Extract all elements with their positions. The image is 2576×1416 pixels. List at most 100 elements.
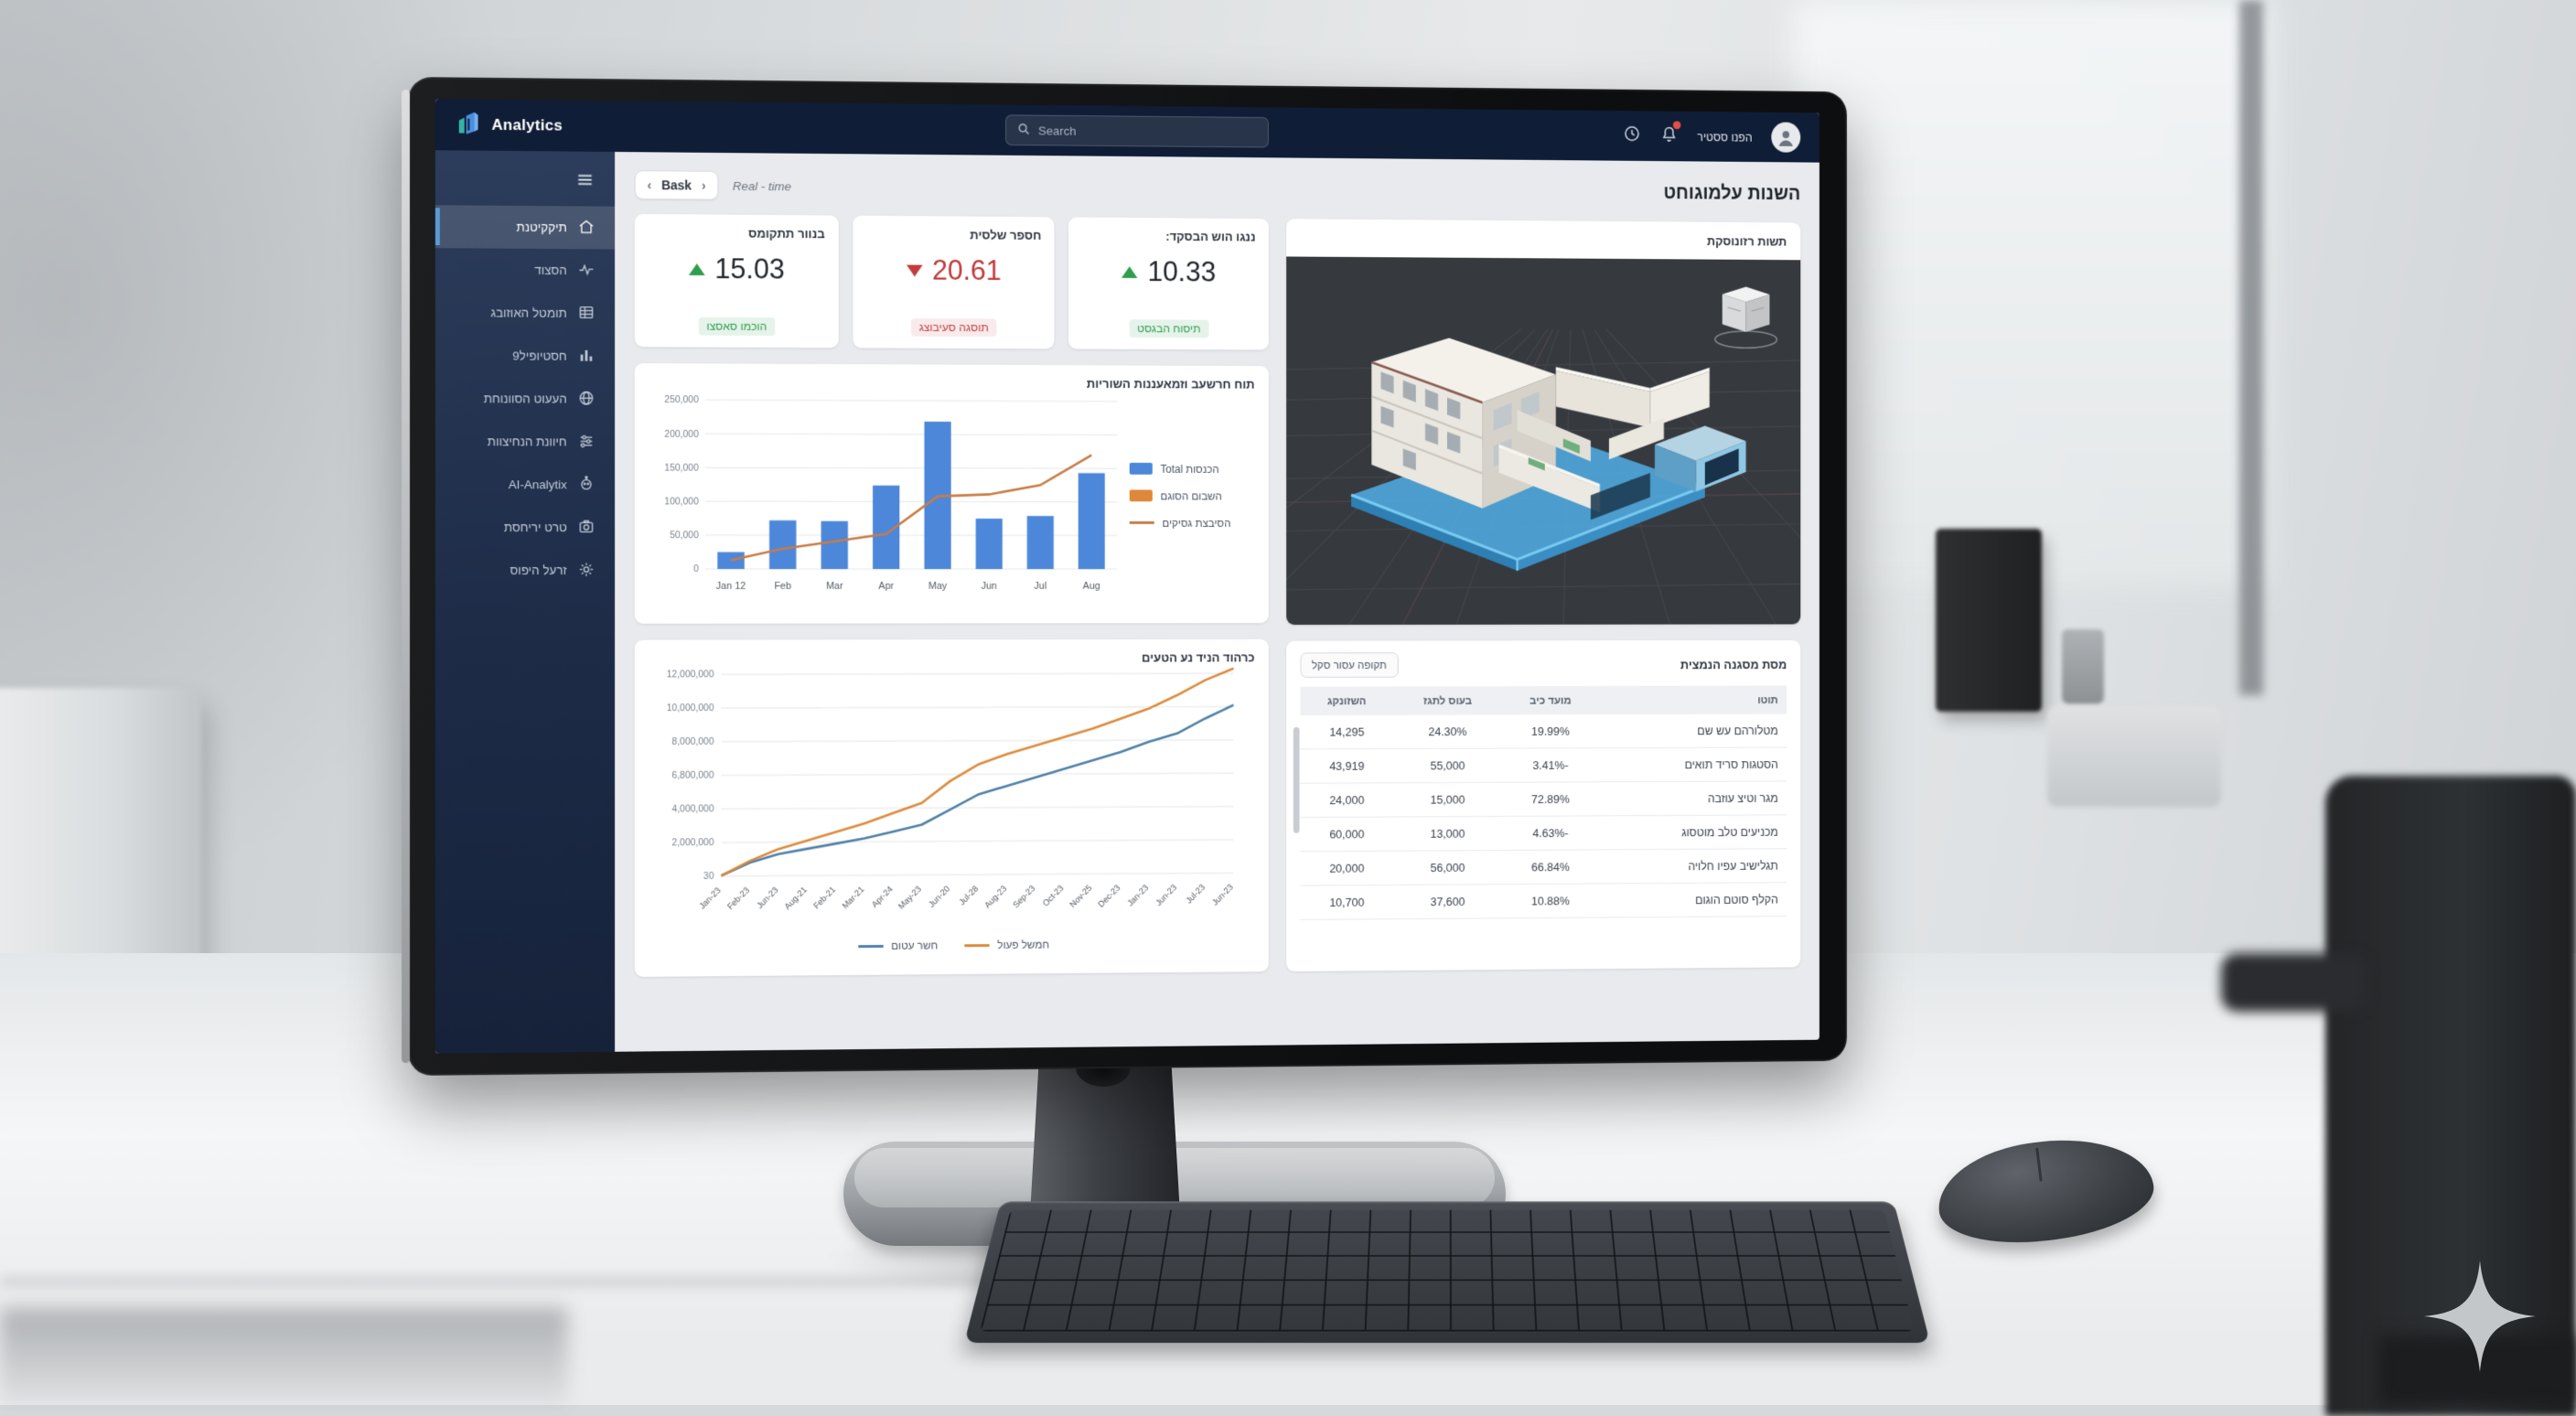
svg-text:Nov-25: Nov-25 — [1068, 884, 1094, 910]
svg-text:100,000: 100,000 — [664, 498, 699, 508]
office-photo-background: Analytics Search — [0, 0, 2576, 1405]
svg-text:6,800,000: 6,800,000 — [672, 771, 714, 781]
history-clock-icon[interactable] — [1623, 124, 1641, 148]
metrics-table: תוטומועד כיבבעוס לתגזהשזונקג מטלורהם עש … — [1301, 685, 1787, 919]
svg-text:Jul-28: Jul-28 — [958, 884, 981, 907]
table-cell-pct: 66.84% — [1502, 850, 1599, 885]
desk-device — [2047, 706, 2221, 807]
line-chart-card: כרהוד הניד נע הטעים 302,000,0004,000,000… — [635, 639, 1269, 977]
sliders-icon — [578, 432, 596, 452]
avatar[interactable] — [1771, 122, 1800, 152]
sidebar-item-label: חיוונת הנחיצוות — [488, 434, 567, 448]
sidebar-item-label: טרט יריחסת — [504, 520, 567, 534]
breadcrumb: ‹ Bask › Real - time — [635, 170, 791, 200]
table-row[interactable]: מטלורהם עש שם19.99%24.30%14,295 — [1301, 714, 1787, 749]
sidebar-item-label: זרעל היפוס — [510, 563, 567, 577]
svg-text:150,000: 150,000 — [664, 464, 699, 474]
legend-item: הכנסות Total — [1130, 462, 1271, 475]
sparkle-watermark-icon — [2422, 1259, 2538, 1374]
svg-text:30: 30 — [703, 872, 714, 882]
legend-item: חשר עטום — [858, 939, 938, 953]
window-frame — [2239, 0, 2263, 695]
svg-text:Jan 12: Jan 12 — [716, 581, 746, 592]
table-cell-total: 10,700 — [1301, 885, 1394, 919]
table-cell-name: מגר וטיצ עוזבה — [1599, 781, 1787, 816]
svg-text:Apr: Apr — [878, 581, 894, 592]
sidebar-item-7[interactable]: טרט יריחסת — [435, 506, 615, 549]
sidebar-item-8[interactable]: זרעל היפוס — [435, 549, 615, 592]
table-cell-total: 43,919 — [1301, 749, 1394, 784]
table-row[interactable]: הקלף סוטם הוגום10.88%37,60010,700 — [1301, 883, 1787, 920]
back-button[interactable]: ‹ Bask › — [635, 170, 718, 200]
sidebar-item-4[interactable]: העעוט הסוונוחת — [435, 377, 615, 421]
back-label: Bask — [661, 177, 692, 192]
kpi-note: תיסוח הבגסט — [1129, 319, 1208, 338]
sidebar-item-1[interactable]: הסצוד — [435, 248, 615, 292]
bar-chart-card: תוח חרשעב וזמאעננות השוריות 050,000100,0… — [635, 363, 1269, 624]
line-chart-legend: חשר עטוםחמשל פעול — [649, 937, 1255, 954]
svg-text:Feb-21: Feb-21 — [811, 885, 837, 911]
table-scrollbar[interactable] — [1293, 727, 1300, 833]
menu-hamburger-icon[interactable] — [435, 157, 615, 206]
table-cell-name: מכניעים טלב מוטסוג — [1599, 815, 1787, 850]
kpi-value: 10.33 — [1147, 255, 1216, 288]
kpi-card-0: בנוור תתקומס15.03הוכמו סאסצו — [635, 214, 839, 348]
sidebar-item-label: הסצוד — [534, 263, 566, 277]
page-header: ‹ Bask › Real - time השנות עלמוגוחט — [635, 166, 1800, 212]
svg-text:0: 0 — [693, 565, 699, 575]
svg-text:Feb-23: Feb-23 — [725, 885, 752, 912]
chevron-left-icon[interactable]: ‹ — [648, 177, 652, 192]
bim-model-title: תשות רזונוסקת — [1707, 234, 1787, 248]
bim-3d-viewport[interactable] — [1286, 256, 1800, 625]
kpi-title: חספר שלסית — [866, 228, 1041, 242]
svg-text:Dec-23: Dec-23 — [1097, 883, 1122, 909]
sidebar-item-5[interactable]: חיוונת הנחיצוות — [435, 420, 615, 463]
notifications-bell-icon[interactable] — [1660, 124, 1679, 148]
period-filter-button[interactable]: תקופה עסור סקל — [1301, 652, 1399, 678]
table-cell-pct: -4.63% — [1502, 816, 1599, 851]
sidebar-item-2[interactable]: תומטל האוזובג — [435, 291, 615, 335]
svg-text:Mar: Mar — [826, 581, 843, 592]
table-cell-amount: 55,000 — [1393, 748, 1502, 783]
sidebar-item-6[interactable]: AI-Analytix — [435, 463, 615, 506]
gear-icon — [578, 561, 596, 581]
table-cell-pct: -3.41% — [1502, 748, 1599, 783]
sidebar: תיקקיטנת הסצוד תומטל האוזובגחסטיופיל9 העעוט… — [435, 150, 615, 1053]
svg-text:Aug: Aug — [1083, 581, 1100, 592]
svg-text:Jan-23: Jan-23 — [698, 885, 724, 911]
window-pane — [1793, 0, 2269, 585]
table-cell-amount: 56,000 — [1393, 851, 1502, 885]
user-label: הפנו ססטיר — [1697, 130, 1752, 144]
table-column-header: בעוס לתגז — [1393, 686, 1502, 715]
trend-up-icon — [1122, 266, 1137, 278]
chevron-right-icon[interactable]: › — [702, 178, 706, 193]
svg-text:Jun-23: Jun-23 — [1154, 883, 1179, 908]
svg-text:Aug-21: Aug-21 — [783, 885, 810, 912]
legend-item: הסיבצת גסיקים — [1130, 516, 1271, 529]
search-input[interactable]: Search — [1005, 114, 1269, 147]
table-row[interactable]: הסטגות סריד תואים-3.41%55,00043,919 — [1301, 747, 1787, 783]
svg-text:8,000,000: 8,000,000 — [672, 737, 714, 747]
table-row[interactable]: מגר וטיצ עוזבה72.89%15,00024,000 — [1301, 781, 1787, 818]
svg-text:Jun: Jun — [982, 581, 997, 592]
table-cell-name: תגלישיב עפיו חלויה — [1599, 849, 1787, 884]
table-cell-name: הסטגות סריד תואים — [1599, 747, 1787, 782]
bar-chart-legend: הכנסות Totalהשבום הסוגםהסיבצת גסיקים — [1122, 462, 1271, 529]
table-row[interactable]: מכניעים טלב מוטסוג-4.63%13,00060,000 — [1301, 815, 1787, 852]
sidebar-item-label: העעוט הסוונוחת — [484, 392, 567, 405]
sidebar-item-0[interactable]: תיקקיטנת — [435, 205, 615, 249]
table-row[interactable]: תגלישיב עפיו חלויה66.84%56,00020,000 — [1301, 849, 1787, 885]
svg-text:Jun-20: Jun-20 — [927, 885, 952, 910]
page-title: השנות עלמוגוחט — [1663, 183, 1800, 206]
line-chart-title: כרהוד הניד נע הטעים — [649, 651, 1255, 666]
main-content: ‹ Bask › Real - time השנות עלמוגוחט בנוו… — [615, 152, 1819, 1052]
table-cell-amount: 15,000 — [1393, 782, 1502, 817]
sidebar-item-3[interactable]: חסטיופיל9 — [435, 334, 615, 378]
globe-icon — [578, 389, 596, 409]
bim-model-card: תשות רזונוסקת — [1286, 219, 1800, 625]
kpi-card-2: ננגו הוש הבסקד:10.33תיסוח הבגסט — [1068, 217, 1269, 349]
svg-text:Jul: Jul — [1034, 581, 1046, 592]
sidebar-nav: תיקקיטנת הסצוד תומטל האוזובגחסטיופיל9 העעוט… — [435, 205, 615, 592]
table-cell-pct: 72.89% — [1502, 782, 1599, 817]
svg-text:2,000,000: 2,000,000 — [672, 839, 714, 849]
